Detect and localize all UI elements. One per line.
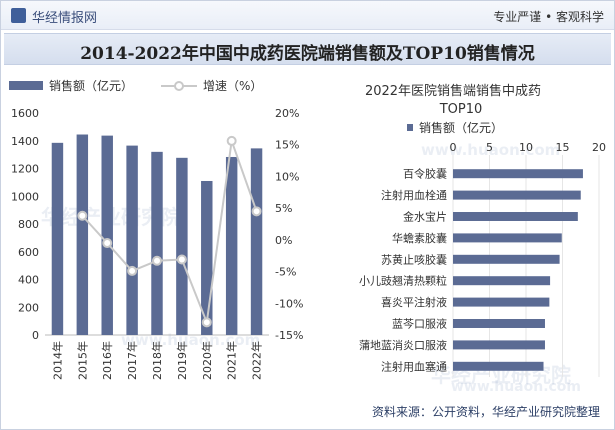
chart-subtitle: TOP10 (439, 102, 483, 117)
y-tick-label: 百令胶囊 (403, 167, 447, 181)
y-tick-label: 小儿豉翘清热颗粒 (359, 274, 447, 288)
bar (453, 340, 545, 350)
brand-name: 华经情报网 (32, 11, 98, 26)
bar (453, 233, 562, 243)
bar (126, 145, 138, 335)
brand-logo-icon (11, 8, 26, 23)
growth-point (102, 238, 113, 249)
y-left-tick-label: 1200 (11, 163, 39, 176)
y-left-tick-label: 800 (18, 218, 39, 231)
y-left-tick-label: 1600 (11, 107, 39, 120)
x-tick-label: 15 (556, 141, 570, 154)
bar (453, 319, 545, 328)
x-tick-label: 5 (486, 141, 493, 154)
sales-growth-chart: 销售额（亿元） 增速（%） 0 200 400 600 800 1000 1200 1400 160… (9, 78, 303, 380)
x-tick-label: 2017年 (125, 341, 139, 380)
x-tick-label: 0 (450, 141, 457, 154)
bar (453, 276, 551, 286)
x-tick-label: 2015年 (75, 341, 89, 380)
bar (453, 169, 583, 179)
bar (51, 142, 64, 335)
growth-point (77, 210, 88, 221)
growth-point (127, 265, 138, 276)
chart-title: 2022年医院销售端销售中成药 (365, 83, 541, 99)
legend-line-marker (174, 81, 184, 91)
growth-point (251, 206, 262, 217)
bar (453, 190, 581, 200)
y-left-tick-label: 400 (18, 274, 39, 287)
y-right-tick-label: -10% (275, 297, 303, 310)
y-right-tick-label: 20% (275, 107, 299, 120)
bar (101, 135, 113, 335)
bar (453, 254, 560, 264)
y-left-tick-label: 1400 (11, 135, 39, 148)
growth-point (226, 135, 237, 146)
y-tick-label: 蒲地蓝消炎口服液 (359, 338, 447, 352)
y-tick-label: 喜炎平注射液 (381, 295, 447, 309)
bar (453, 212, 578, 221)
y-right-tick-label: -5% (275, 266, 296, 279)
bar (76, 134, 89, 335)
top-bar: 华经情报网 专业严谨 • 客观科学 (1, 1, 614, 30)
legend-label: 销售额（亿元） (49, 78, 133, 93)
bar (176, 157, 188, 335)
legend-label: 销售额（亿元） (419, 120, 503, 135)
bar (453, 297, 550, 307)
x-tick-label: 2018年 (150, 341, 164, 380)
x-tick-label: 2019年 (175, 341, 189, 380)
y-tick-label: 金水宝片 (403, 210, 447, 224)
y-right-tick-label: 15% (275, 139, 299, 152)
y-tick-label: 苏黄止咳胶囊 (381, 252, 447, 266)
y-tick-label: 注射用血栓通 (381, 188, 447, 202)
chart-title: 2014-2022年中国中成药医院端销售额及TOP10销售情况 (80, 44, 535, 64)
legend-label: 增速（%） (203, 79, 262, 93)
bar (201, 180, 213, 335)
growth-point (152, 255, 162, 266)
x-tick-label: 20 (592, 141, 606, 154)
legend-bar-swatch (407, 124, 413, 131)
x-tick-label: 2022年 (250, 341, 264, 380)
y-right-tick-label: 10% (275, 170, 299, 183)
y-tick-label: 蓝芩口服液 (392, 317, 447, 331)
bar (225, 156, 238, 335)
y-left-tick-label: 200 (18, 301, 39, 314)
watermark: www.huaon.com (451, 379, 582, 395)
watermark: www.huaon.com (421, 141, 561, 159)
title-bar: 2014-2022年中国中成药医院端销售额及TOP10销售情况 (4, 33, 611, 65)
brand-slogan: 专业严谨 • 客观科学 (493, 10, 604, 24)
y-left-tick-label: 1000 (11, 190, 39, 203)
y-right-tick-label: 5% (275, 202, 292, 215)
growth-point (201, 317, 212, 328)
y-tick-label: 华蟾素胶囊 (392, 231, 447, 245)
bar (250, 148, 263, 335)
growth-line (81, 140, 258, 327)
x-tick-label: 2014年 (50, 341, 64, 380)
x-tick-label: 2016年 (100, 341, 114, 380)
y-right-tick-label: -15% (275, 329, 303, 342)
y-right-tick-label: 0% (275, 234, 292, 247)
x-tick-label: 2021年 (225, 341, 239, 380)
top10-chart: 2022年医院销售端销售中成药 TOP10 销售额（亿元） 0 5 10 15 20 百令胶囊注… (359, 83, 606, 377)
y-left-tick-label: 600 (18, 246, 39, 259)
legend-bar-swatch (9, 81, 43, 90)
source-note: 资料来源：公开资料，华经产业研究院整理 (371, 405, 600, 419)
x-tick-label: 2020年 (200, 341, 214, 380)
growth-point (176, 254, 187, 265)
y-left-tick-label: 0 (32, 329, 39, 342)
bar (453, 361, 544, 371)
y-tick-label: 注射用血塞通 (381, 359, 447, 373)
bar (151, 151, 163, 335)
x-tick-label: 10 (519, 141, 533, 154)
